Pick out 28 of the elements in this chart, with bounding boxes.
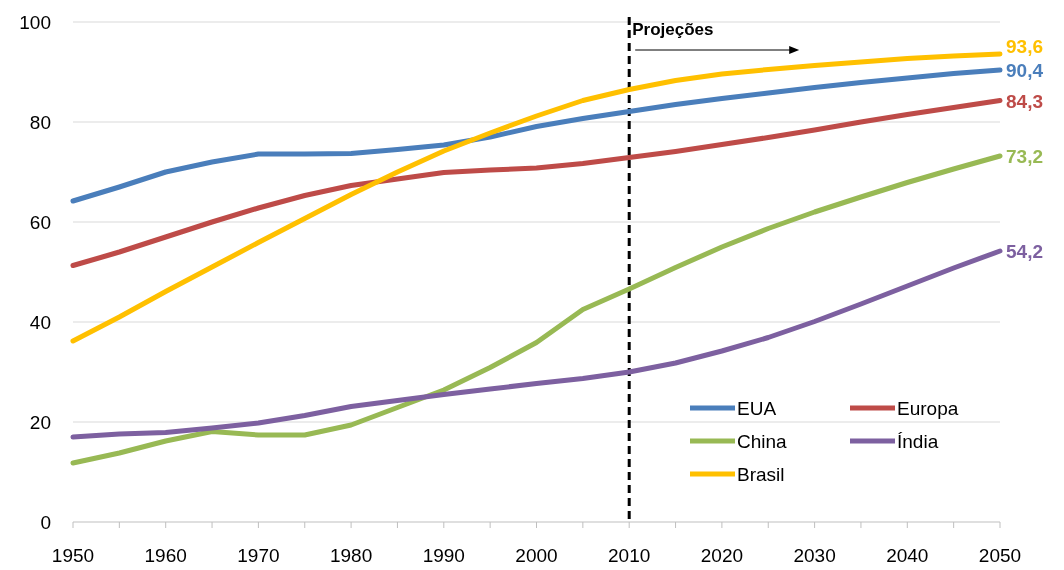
x-tick-label: 1950 [51, 545, 95, 566]
legend-label: EUA [737, 398, 777, 419]
x-tick-label: 2040 [886, 545, 929, 566]
y-tick-label: 80 [29, 112, 51, 133]
y-tick-label: 40 [29, 312, 51, 333]
x-tick-label: 2010 [608, 545, 651, 566]
y-tick-label: 60 [29, 212, 51, 233]
text: 54,2 [1006, 241, 1043, 262]
x-tick-label: 1980 [329, 545, 373, 566]
text: 84,3 [1006, 90, 1043, 112]
x-tick-label: 1990 [422, 545, 465, 566]
x-tick-label: 2050 [978, 545, 1022, 566]
y-tick-label: 20 [29, 412, 51, 433]
text: 90,4 [1006, 60, 1044, 81]
text: 73,2 [1006, 146, 1043, 167]
x-tick-label: 1960 [144, 545, 187, 566]
x-tick-label: 2020 [700, 545, 744, 566]
legend-label: Índia [897, 431, 939, 452]
y-tick-label: 0 [40, 512, 51, 533]
ref-line-label: Projeções [632, 20, 714, 39]
x-tick-label: 2000 [515, 545, 558, 566]
legend-label: Brasil [737, 464, 785, 485]
x-tick-label: 2030 [793, 545, 836, 566]
x-tick-label: 1970 [237, 545, 280, 566]
legend-label: Europa [897, 398, 959, 419]
legend-label: China [737, 431, 788, 452]
text: 93,6 [1006, 36, 1043, 57]
y-tick-label: 100 [19, 12, 51, 33]
